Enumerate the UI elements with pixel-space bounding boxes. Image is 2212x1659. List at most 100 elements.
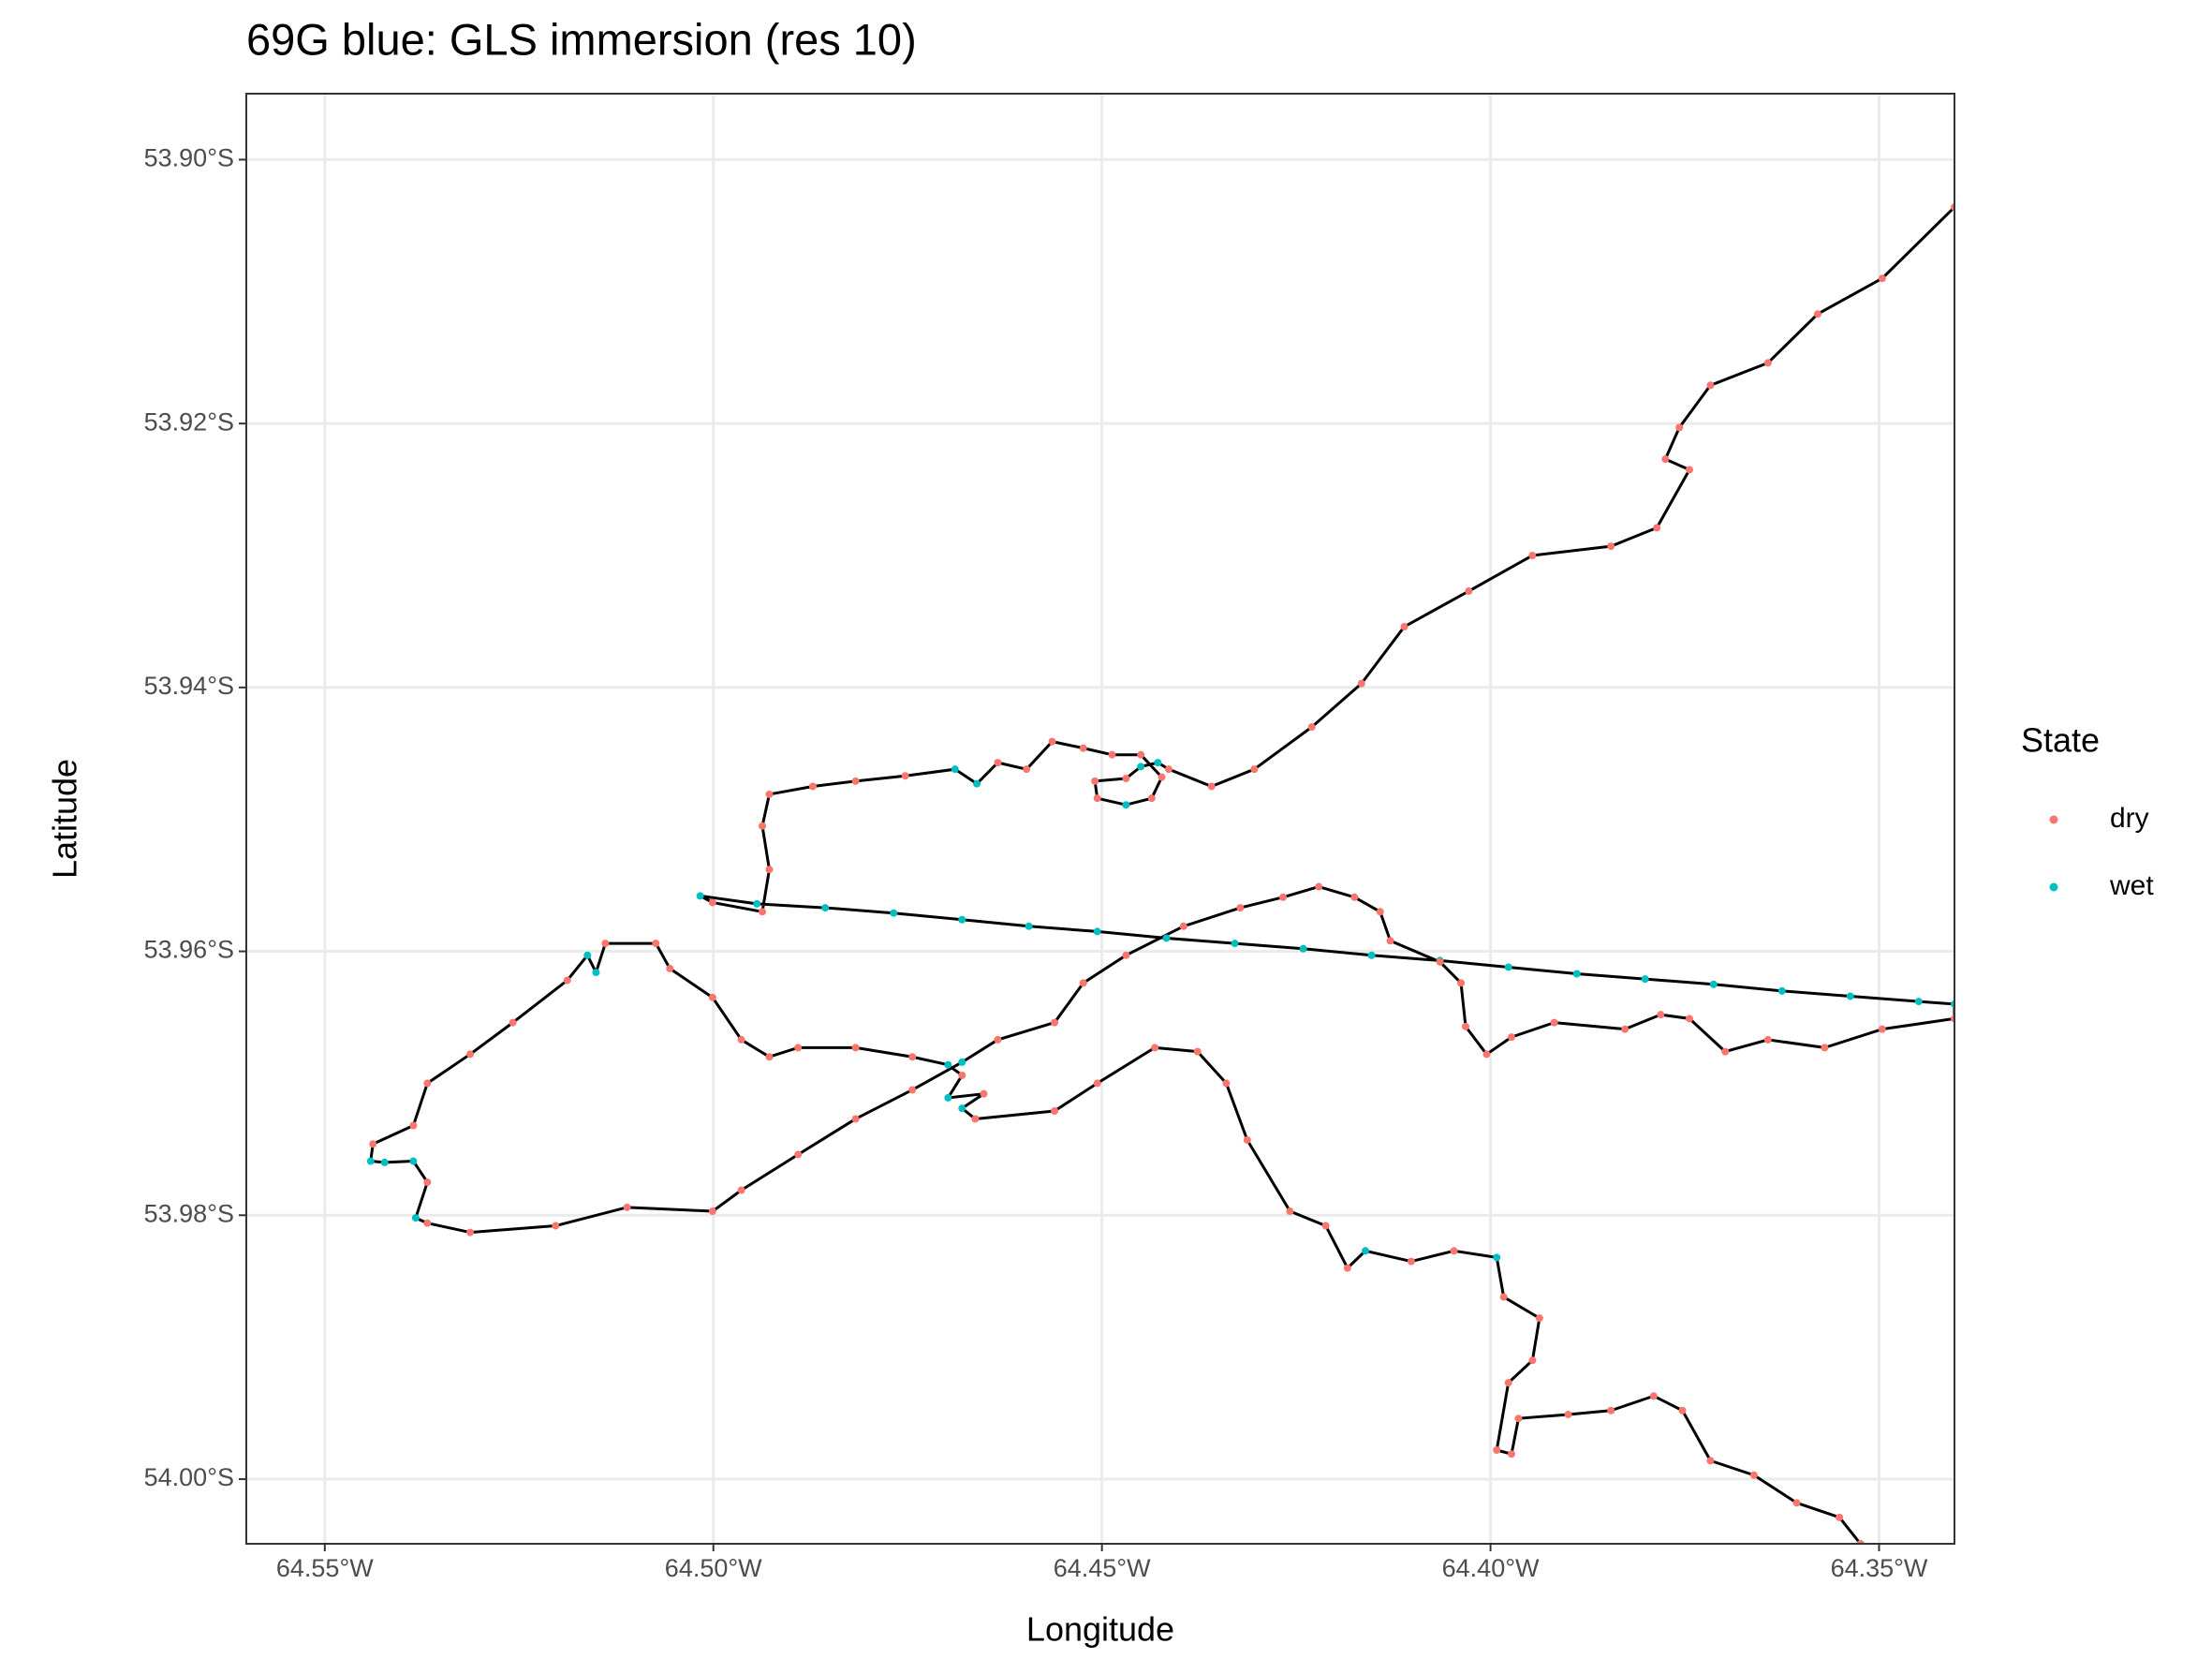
point (1162, 934, 1171, 942)
point (1706, 381, 1715, 390)
point (1025, 922, 1033, 930)
point (1507, 1450, 1515, 1459)
legend-label: wet (2109, 870, 2154, 901)
legend: dry wet (2049, 803, 2154, 901)
point (1813, 310, 1821, 318)
point (592, 969, 600, 977)
point (1079, 744, 1087, 752)
point (1407, 1257, 1415, 1266)
y-tick-label: 53.96°S (144, 936, 234, 964)
x-tick-label: 64.40°W (1442, 1554, 1540, 1582)
point (380, 1158, 389, 1166)
point (821, 904, 830, 912)
point (1763, 359, 1772, 367)
point (1051, 1018, 1059, 1027)
point (1686, 466, 1694, 474)
point (1528, 1356, 1537, 1365)
point (708, 1207, 716, 1216)
point (1250, 765, 1259, 774)
point (1792, 1499, 1801, 1507)
point (411, 1214, 420, 1222)
point (708, 898, 716, 907)
x-tick-label: 64.45°W (1054, 1554, 1151, 1582)
point (366, 1157, 375, 1165)
point (1749, 1471, 1758, 1479)
point (623, 1203, 631, 1211)
point (563, 976, 571, 985)
point (1315, 882, 1323, 891)
point (737, 1186, 745, 1194)
y-axis-title: Latitude (46, 759, 84, 879)
plot-marks (366, 203, 1954, 1544)
point (973, 779, 981, 788)
point (1493, 1253, 1501, 1262)
point (1376, 908, 1384, 916)
point (1236, 904, 1245, 912)
point (1657, 1011, 1665, 1019)
point (1357, 679, 1365, 688)
point (1207, 782, 1216, 791)
point (980, 1089, 988, 1098)
point (1436, 957, 1444, 966)
point (1706, 1457, 1715, 1465)
grid (246, 94, 1954, 1544)
point (1504, 963, 1512, 971)
y-tick-label: 53.90°S (144, 144, 234, 172)
point (1607, 1406, 1615, 1415)
point (753, 899, 761, 908)
point (409, 1121, 418, 1130)
legend-key (2049, 815, 2058, 824)
point (944, 1093, 952, 1102)
point (851, 1115, 860, 1123)
point (1023, 765, 1031, 774)
point (1243, 1135, 1251, 1144)
point (1361, 1247, 1369, 1255)
point (708, 993, 716, 1001)
point (1709, 980, 1718, 988)
point (1564, 1410, 1572, 1418)
x-axis-title: Longitude (1026, 1610, 1174, 1649)
point (1279, 893, 1288, 901)
point (1607, 542, 1615, 551)
point (759, 908, 767, 916)
point (509, 1018, 517, 1027)
point (890, 909, 898, 917)
point (1386, 937, 1394, 945)
point (1165, 765, 1173, 774)
x-tick-label: 64.50°W (665, 1554, 762, 1582)
y-tick-label: 53.92°S (144, 407, 234, 436)
point (1151, 1044, 1159, 1052)
point (1504, 1379, 1512, 1387)
point (1158, 773, 1166, 781)
y-tick-label: 53.98°S (144, 1199, 234, 1227)
point (944, 1060, 952, 1069)
point (1122, 951, 1130, 959)
point (696, 892, 704, 900)
point (601, 940, 610, 948)
x-tick-label: 64.55°W (276, 1554, 374, 1582)
point (1535, 1314, 1543, 1323)
point (1093, 927, 1101, 936)
point (901, 772, 909, 780)
chart-title: 69G blue: GLS immersion (res 10) (246, 14, 917, 64)
point (1550, 1018, 1558, 1027)
point (552, 1222, 560, 1230)
point (1122, 801, 1130, 809)
point (1093, 1079, 1101, 1088)
point (1661, 455, 1670, 464)
point (1821, 1044, 1829, 1052)
point (958, 915, 966, 924)
point (1048, 737, 1056, 746)
point (1641, 975, 1649, 984)
point (908, 1053, 917, 1061)
point (1482, 1050, 1491, 1059)
point (1079, 979, 1087, 987)
point (1108, 750, 1116, 759)
point (1367, 951, 1376, 959)
point (958, 1071, 966, 1079)
point (737, 1035, 745, 1044)
point (851, 777, 860, 785)
point (1307, 723, 1316, 732)
point (1763, 1035, 1772, 1044)
